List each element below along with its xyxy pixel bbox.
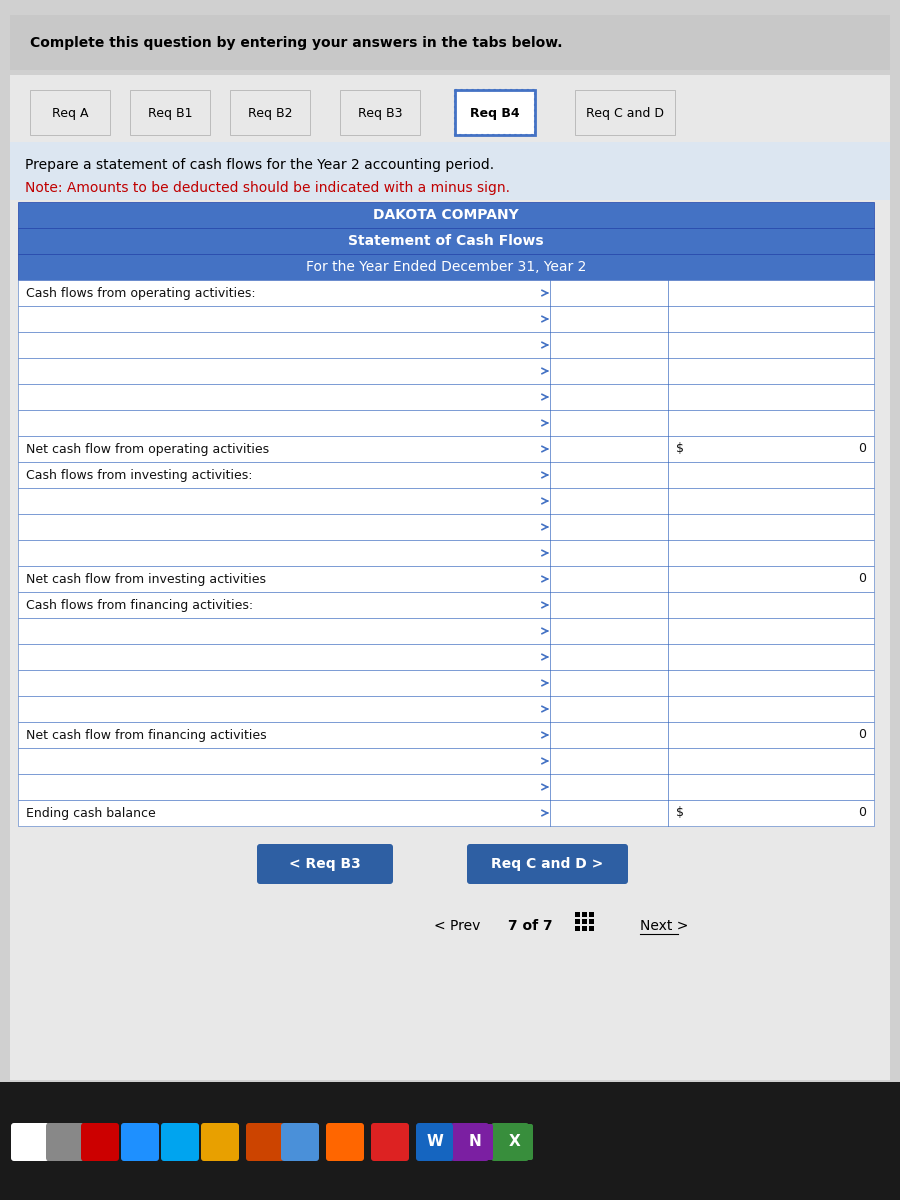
Text: 0: 0: [858, 806, 866, 820]
Text: Complete this question by entering your answers in the tabs below.: Complete this question by entering your …: [30, 36, 562, 50]
FancyBboxPatch shape: [18, 566, 874, 592]
Text: Req B2: Req B2: [248, 107, 292, 120]
FancyBboxPatch shape: [326, 1123, 364, 1162]
FancyBboxPatch shape: [455, 90, 535, 134]
FancyBboxPatch shape: [18, 800, 874, 826]
FancyBboxPatch shape: [230, 90, 310, 134]
FancyBboxPatch shape: [18, 462, 874, 488]
FancyBboxPatch shape: [18, 202, 874, 228]
FancyBboxPatch shape: [18, 592, 874, 618]
FancyBboxPatch shape: [46, 1123, 84, 1162]
FancyBboxPatch shape: [18, 722, 874, 748]
FancyBboxPatch shape: [11, 1123, 49, 1162]
FancyBboxPatch shape: [467, 844, 628, 884]
Text: 7 of 7: 7 of 7: [508, 919, 553, 934]
Text: $: $: [676, 443, 684, 456]
FancyBboxPatch shape: [18, 384, 874, 410]
FancyBboxPatch shape: [451, 1123, 489, 1162]
Text: Req B1: Req B1: [148, 107, 193, 120]
FancyBboxPatch shape: [371, 1123, 409, 1162]
FancyBboxPatch shape: [18, 670, 874, 696]
FancyBboxPatch shape: [497, 1124, 533, 1160]
FancyBboxPatch shape: [457, 1124, 493, 1160]
FancyBboxPatch shape: [18, 540, 874, 566]
FancyBboxPatch shape: [575, 912, 580, 917]
FancyBboxPatch shape: [589, 926, 594, 931]
FancyBboxPatch shape: [575, 926, 580, 931]
Text: DAKOTA COMPANY: DAKOTA COMPANY: [374, 208, 519, 222]
FancyBboxPatch shape: [582, 912, 587, 917]
Text: $: $: [676, 806, 684, 820]
Text: Req C and D >: Req C and D >: [491, 857, 603, 871]
FancyBboxPatch shape: [18, 306, 874, 332]
Text: Next >: Next >: [640, 919, 688, 934]
Text: Req C and D: Req C and D: [586, 107, 664, 120]
FancyBboxPatch shape: [18, 436, 874, 462]
FancyBboxPatch shape: [575, 919, 580, 924]
Text: For the Year Ended December 31, Year 2: For the Year Ended December 31, Year 2: [306, 260, 586, 274]
FancyBboxPatch shape: [130, 90, 210, 134]
FancyBboxPatch shape: [18, 228, 874, 254]
FancyBboxPatch shape: [491, 1123, 529, 1162]
Text: W: W: [427, 1134, 444, 1150]
FancyBboxPatch shape: [30, 90, 110, 134]
FancyBboxPatch shape: [161, 1123, 199, 1162]
FancyBboxPatch shape: [201, 1123, 239, 1162]
FancyBboxPatch shape: [81, 1123, 119, 1162]
FancyBboxPatch shape: [18, 410, 874, 436]
FancyBboxPatch shape: [18, 644, 874, 670]
Text: 0: 0: [858, 443, 866, 456]
FancyBboxPatch shape: [417, 1124, 453, 1160]
FancyBboxPatch shape: [10, 14, 890, 70]
Text: Net cash flow from financing activities: Net cash flow from financing activities: [26, 728, 266, 742]
Text: Note: Amounts to be deducted should be indicated with a minus sign.: Note: Amounts to be deducted should be i…: [25, 181, 510, 194]
FancyBboxPatch shape: [18, 774, 874, 800]
Text: < Prev: < Prev: [434, 919, 480, 934]
Text: Req B3: Req B3: [358, 107, 402, 120]
FancyBboxPatch shape: [340, 90, 420, 134]
FancyBboxPatch shape: [416, 1123, 454, 1162]
FancyBboxPatch shape: [121, 1123, 159, 1162]
FancyBboxPatch shape: [582, 926, 587, 931]
FancyBboxPatch shape: [0, 1082, 900, 1200]
Text: Cash flows from operating activities:: Cash flows from operating activities:: [26, 287, 256, 300]
FancyBboxPatch shape: [589, 919, 594, 924]
Text: Ending cash balance: Ending cash balance: [26, 806, 156, 820]
FancyBboxPatch shape: [18, 696, 874, 722]
FancyBboxPatch shape: [18, 514, 874, 540]
FancyBboxPatch shape: [589, 912, 594, 917]
FancyBboxPatch shape: [18, 748, 874, 774]
FancyBboxPatch shape: [18, 254, 874, 280]
FancyBboxPatch shape: [575, 90, 675, 134]
FancyBboxPatch shape: [281, 1123, 319, 1162]
FancyBboxPatch shape: [582, 919, 587, 924]
Text: X: X: [509, 1134, 521, 1150]
FancyBboxPatch shape: [10, 74, 890, 140]
Text: Cash flows from financing activities:: Cash flows from financing activities:: [26, 599, 253, 612]
FancyBboxPatch shape: [18, 618, 874, 644]
FancyBboxPatch shape: [246, 1123, 284, 1162]
Text: Cash flows from investing activities:: Cash flows from investing activities:: [26, 468, 253, 481]
Text: Req B4: Req B4: [470, 107, 520, 120]
Text: Prepare a statement of cash flows for the Year 2 accounting period.: Prepare a statement of cash flows for th…: [25, 158, 494, 172]
FancyBboxPatch shape: [10, 142, 890, 200]
Text: < Req B3: < Req B3: [289, 857, 361, 871]
Text: 0: 0: [858, 728, 866, 742]
Text: Net cash flow from operating activities: Net cash flow from operating activities: [26, 443, 269, 456]
Text: Net cash flow from investing activities: Net cash flow from investing activities: [26, 572, 266, 586]
Text: Statement of Cash Flows: Statement of Cash Flows: [348, 234, 544, 248]
FancyBboxPatch shape: [10, 130, 890, 1080]
Text: N: N: [469, 1134, 482, 1150]
Text: 0: 0: [858, 572, 866, 586]
FancyBboxPatch shape: [18, 332, 874, 358]
FancyBboxPatch shape: [18, 280, 874, 306]
FancyBboxPatch shape: [18, 488, 874, 514]
Text: Req A: Req A: [52, 107, 88, 120]
FancyBboxPatch shape: [18, 358, 874, 384]
FancyBboxPatch shape: [257, 844, 393, 884]
